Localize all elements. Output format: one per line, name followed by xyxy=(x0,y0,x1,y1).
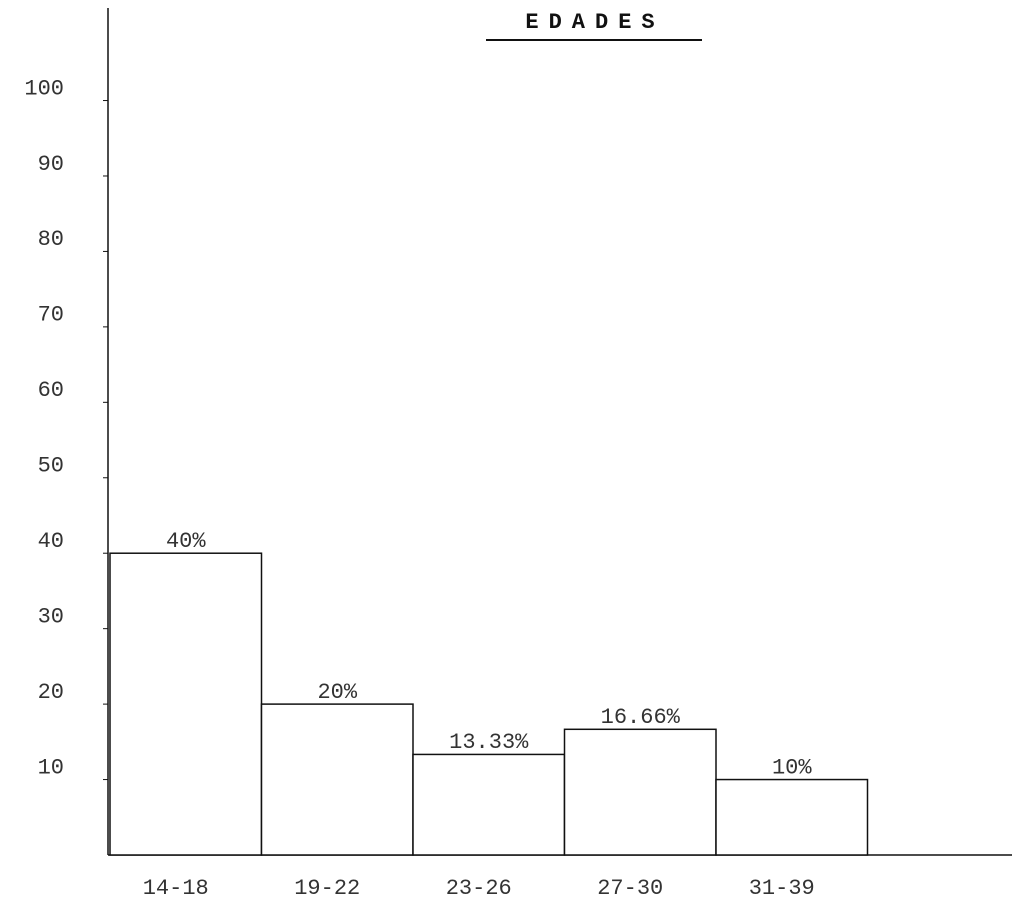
y-tick-label: 10 xyxy=(38,755,64,780)
bar xyxy=(260,703,414,856)
x-tick-label: 19-22 xyxy=(294,876,360,901)
y-tick-label: 80 xyxy=(38,227,64,252)
value-label: 20% xyxy=(317,680,357,705)
bar xyxy=(412,753,566,856)
y-tick-label: 30 xyxy=(38,604,64,629)
value-label: 10% xyxy=(772,755,812,780)
x-tick-label: 14-18 xyxy=(143,876,209,901)
value-label: 16.66% xyxy=(601,705,681,730)
y-tick-label: 90 xyxy=(38,152,64,177)
value-label: 40% xyxy=(166,529,206,554)
x-tick-label: 27-30 xyxy=(597,876,663,901)
y-tick-label: 70 xyxy=(38,303,64,328)
bar xyxy=(563,728,717,856)
y-tick-label: 40 xyxy=(38,529,64,554)
y-tick-label: 20 xyxy=(38,680,64,705)
y-tick-label: 60 xyxy=(38,378,64,403)
value-label: 13.33% xyxy=(449,730,529,755)
x-tick-label: 23-26 xyxy=(446,876,512,901)
bar xyxy=(715,778,869,856)
bar xyxy=(109,552,263,856)
y-tick-label: 100 xyxy=(24,76,64,101)
y-tick-label: 50 xyxy=(38,454,64,479)
chart-title: EDADES xyxy=(525,10,664,35)
x-tick-label: 31-39 xyxy=(749,876,815,901)
